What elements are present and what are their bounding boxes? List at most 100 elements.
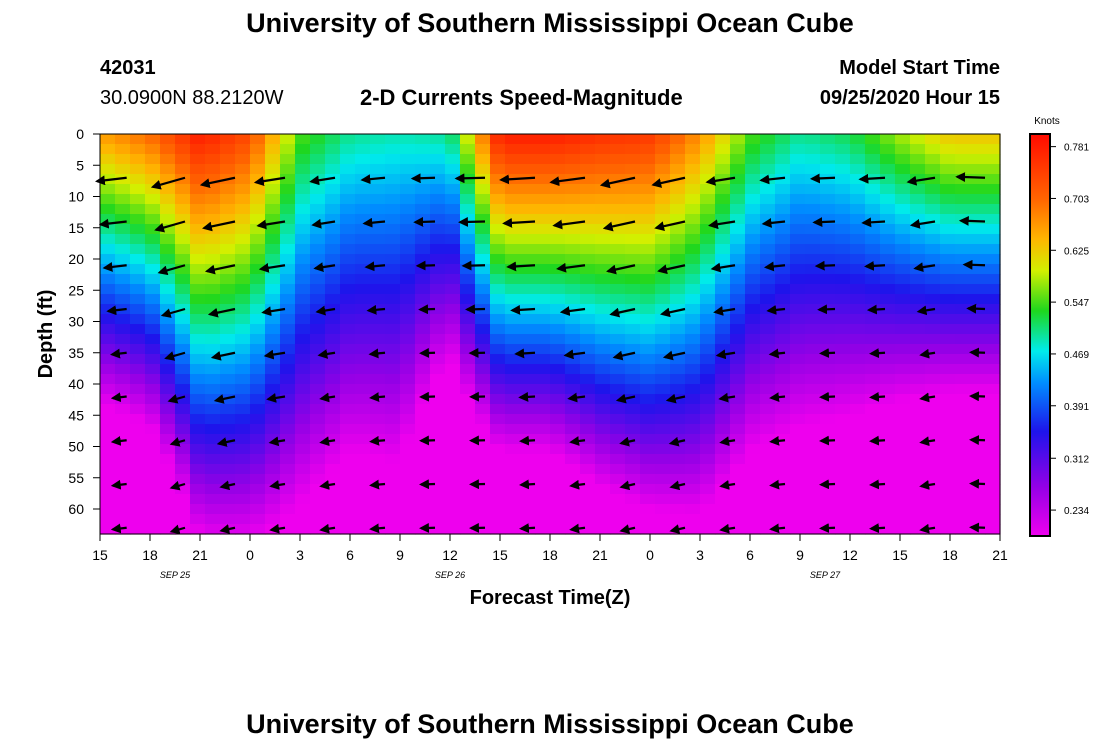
heatmap-cell: [325, 194, 341, 205]
heatmap-cell: [490, 324, 506, 335]
current-vector-arrow: [110, 523, 127, 534]
heatmap-cell: [775, 144, 791, 155]
heatmap-cell: [100, 444, 116, 455]
heatmap-cell: [985, 204, 1001, 215]
heatmap-cell: [580, 434, 596, 445]
heatmap-cell: [955, 254, 971, 265]
heatmap-cell: [865, 414, 881, 425]
heatmap-cell: [265, 274, 281, 285]
heatmap-cell: [445, 154, 461, 165]
heatmap-cell: [850, 164, 866, 175]
current-vector-arrow: [268, 436, 286, 447]
heatmap-cell: [340, 334, 356, 345]
heatmap-cell: [310, 144, 326, 155]
heatmap-cell: [865, 444, 881, 455]
heatmap-cell: [145, 174, 161, 185]
heatmap-cell: [865, 244, 881, 255]
heatmap-cell: [115, 354, 131, 365]
heatmap-cell: [700, 154, 716, 165]
heatmap-cell: [460, 364, 476, 375]
heatmap-cell: [115, 264, 131, 275]
heatmap-cell: [730, 204, 746, 215]
heatmap-cell: [400, 454, 416, 465]
heatmap-cell: [595, 224, 611, 235]
heatmap-cell: [880, 184, 896, 195]
heatmap-cell: [625, 404, 641, 415]
heatmap-cell: [295, 464, 311, 475]
heatmap-cell: [100, 344, 116, 355]
heatmap-cell: [550, 454, 566, 465]
heatmap-cell: [805, 284, 821, 295]
heatmap-cell: [400, 464, 416, 475]
heatmap-cell: [565, 384, 581, 395]
heatmap-cell: [295, 184, 311, 195]
colorbar-tick-label: 0.781: [1064, 143, 1089, 154]
heatmap-cell: [655, 414, 671, 425]
heatmap-cell: [385, 364, 401, 375]
heatmap-cell: [910, 234, 926, 245]
heatmap-cell: [310, 284, 326, 295]
heatmap-cell: [610, 434, 626, 445]
heatmap-cell: [145, 504, 161, 515]
heatmap-cell: [760, 204, 776, 215]
heatmap-cell: [130, 284, 146, 295]
heatmap-cell: [595, 524, 611, 535]
current-vector-arrow: [819, 479, 836, 490]
heatmap-cell: [175, 454, 191, 465]
heatmap-cell: [580, 404, 596, 415]
heatmap-cell: [190, 314, 206, 325]
heatmap-cell: [430, 414, 446, 425]
heatmap-cell: [415, 244, 431, 255]
heatmap-cell: [805, 224, 821, 235]
heatmap-cell: [550, 164, 566, 175]
heatmap-cell: [805, 414, 821, 425]
heatmap-cell: [910, 484, 926, 495]
x-tick-label: 21: [592, 547, 608, 563]
heatmap-cell: [880, 224, 896, 235]
heatmap-cell: [280, 414, 296, 425]
heatmap-cell: [730, 254, 746, 265]
heatmap-cell: [805, 354, 821, 365]
heatmap-cell: [895, 524, 911, 535]
heatmap-cell: [700, 314, 716, 325]
heatmap-cell: [880, 284, 896, 295]
heatmap-cell: [625, 324, 641, 335]
heatmap-cell: [310, 364, 326, 375]
heatmap-cell: [475, 134, 491, 145]
heatmap-cell: [475, 194, 491, 205]
heatmap-cell: [505, 334, 521, 345]
heatmap-cell: [400, 204, 416, 215]
heatmap-cell: [925, 174, 941, 185]
heatmap-cell: [355, 394, 371, 405]
heatmap-cell: [475, 424, 491, 435]
heatmap-cell: [415, 224, 431, 235]
heatmap-cell: [505, 414, 521, 425]
heatmap-cell: [160, 524, 176, 535]
heatmap-cell: [940, 294, 956, 305]
heatmap-cell: [205, 404, 221, 415]
heatmap-cell: [175, 474, 191, 485]
heatmap-cell: [145, 284, 161, 295]
heatmap-cell: [940, 184, 956, 195]
heatmap-cell: [550, 504, 566, 515]
heatmap-cell: [190, 174, 206, 185]
heatmap-cell: [475, 264, 491, 275]
heatmap-cell: [190, 444, 206, 455]
heatmap-cell: [955, 364, 971, 375]
heatmap-cell: [715, 194, 731, 205]
heatmap-cell: [880, 274, 896, 285]
heatmap-cell: [115, 154, 131, 165]
heatmap-cell: [640, 204, 656, 215]
heatmap-cell: [820, 164, 836, 175]
current-vector-arrow: [552, 219, 586, 230]
heatmap-cell: [835, 484, 851, 495]
heatmap-cell: [790, 344, 806, 355]
heatmap-cell: [955, 414, 971, 425]
current-vector-arrow: [913, 262, 936, 273]
heatmap-cell: [625, 514, 641, 525]
heatmap-cell: [970, 284, 986, 295]
heatmap-cell: [430, 134, 446, 145]
heatmap-cell: [910, 384, 926, 395]
heatmap-cell: [310, 524, 326, 535]
heatmap-cell: [340, 164, 356, 175]
